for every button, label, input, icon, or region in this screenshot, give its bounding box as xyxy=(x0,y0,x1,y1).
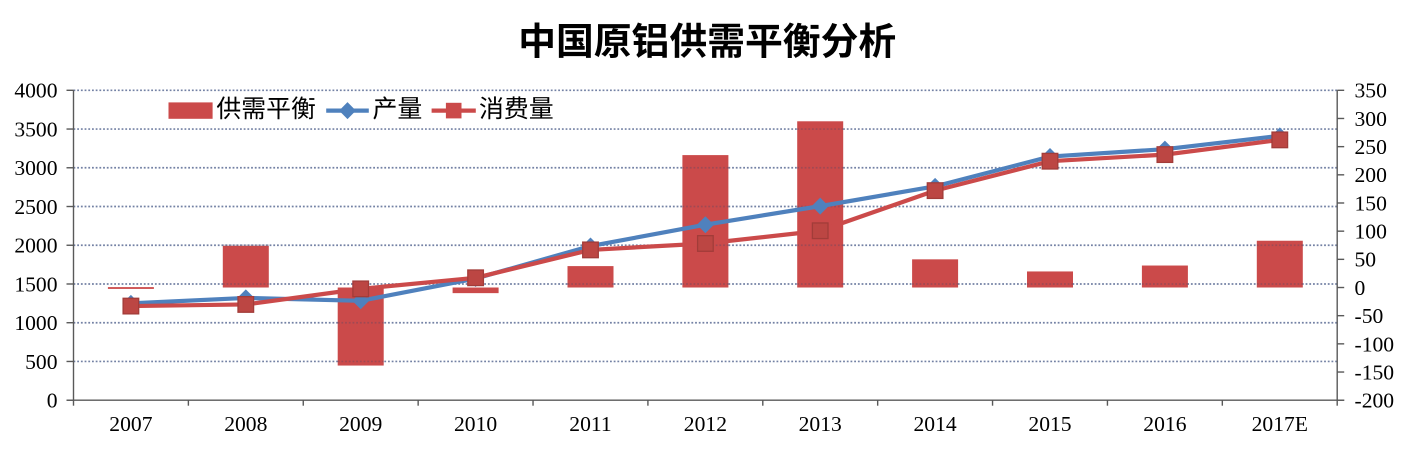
svg-text:2011: 2011 xyxy=(569,412,611,436)
svg-text:1000: 1000 xyxy=(14,311,57,335)
svg-text:3000: 3000 xyxy=(14,156,57,180)
svg-text:250: 250 xyxy=(1355,135,1387,159)
svg-text:500: 500 xyxy=(25,350,57,374)
svg-text:2016: 2016 xyxy=(1143,412,1186,436)
svg-text:-100: -100 xyxy=(1355,332,1395,356)
svg-text:2017E: 2017E xyxy=(1252,412,1308,436)
svg-text:50: 50 xyxy=(1355,248,1377,272)
svg-text:2013: 2013 xyxy=(799,412,842,436)
svg-text:2500: 2500 xyxy=(14,195,57,219)
svg-text:2012: 2012 xyxy=(684,412,727,436)
svg-text:1500: 1500 xyxy=(14,272,57,296)
svg-text:200: 200 xyxy=(1355,163,1387,187)
svg-text:2008: 2008 xyxy=(224,412,267,436)
svg-text:3500: 3500 xyxy=(14,117,57,141)
svg-text:0: 0 xyxy=(1355,276,1366,300)
svg-text:2010: 2010 xyxy=(454,412,497,436)
svg-text:2009: 2009 xyxy=(339,412,382,436)
svg-text:2015: 2015 xyxy=(1028,412,1071,436)
svg-text:-200: -200 xyxy=(1355,389,1395,413)
svg-text:-50: -50 xyxy=(1355,304,1384,328)
svg-text:2007: 2007 xyxy=(109,412,152,436)
svg-text:350: 350 xyxy=(1355,79,1387,103)
svg-text:-150: -150 xyxy=(1355,360,1395,384)
svg-text:300: 300 xyxy=(1355,107,1387,131)
svg-text:2014: 2014 xyxy=(914,412,957,436)
svg-text:0: 0 xyxy=(47,389,58,413)
svg-text:100: 100 xyxy=(1355,220,1387,244)
svg-text:4000: 4000 xyxy=(14,79,57,103)
svg-text:2000: 2000 xyxy=(14,234,57,258)
svg-text:150: 150 xyxy=(1355,191,1387,215)
